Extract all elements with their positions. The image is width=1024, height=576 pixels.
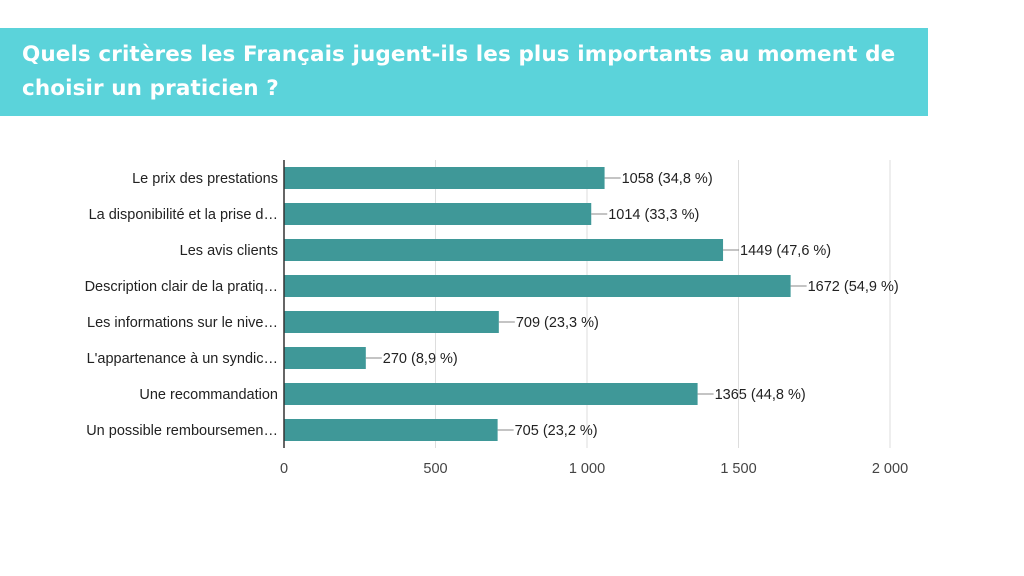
- category-label: Une recommandation: [139, 387, 278, 403]
- bar: [284, 275, 791, 297]
- value-label: 1014 (33,3 %): [608, 207, 699, 223]
- value-label: 709 (23,3 %): [516, 315, 599, 331]
- bar: [284, 311, 499, 333]
- x-tick-label: 0: [280, 461, 288, 477]
- value-label: 1672 (54,9 %): [808, 279, 899, 295]
- category-label: L'appartenance à un syndic…: [87, 351, 278, 367]
- bar: [284, 383, 698, 405]
- category-label: Les informations sur le nive…: [87, 315, 278, 331]
- bar: [284, 167, 605, 189]
- x-tick-label: 500: [423, 461, 447, 477]
- title-banner: Quels critères les Français jugent-ils l…: [0, 28, 928, 116]
- x-tick-label: 1 000: [569, 461, 605, 477]
- x-tick-label: 1 500: [720, 461, 756, 477]
- bar: [284, 347, 366, 369]
- x-tick-label: 2 000: [872, 461, 908, 477]
- value-label: 270 (8,9 %): [383, 351, 458, 367]
- bar: [284, 203, 592, 225]
- bar: [284, 419, 498, 441]
- value-label: 705 (23,2 %): [515, 423, 598, 439]
- bar: [284, 239, 724, 261]
- value-label: 1365 (44,8 %): [715, 387, 806, 403]
- value-label: 1449 (47,6 %): [740, 243, 831, 259]
- category-label: La disponibilité et la prise d…: [89, 207, 278, 223]
- category-label: Les avis clients: [180, 243, 278, 259]
- value-label: 1058 (34,8 %): [622, 171, 713, 187]
- page-title: Quels critères les Français jugent-ils l…: [22, 42, 896, 101]
- category-label: Un possible remboursemen…: [86, 423, 278, 439]
- category-label: Description clair de la pratiq…: [85, 279, 278, 295]
- category-label: Le prix des prestations: [132, 171, 278, 187]
